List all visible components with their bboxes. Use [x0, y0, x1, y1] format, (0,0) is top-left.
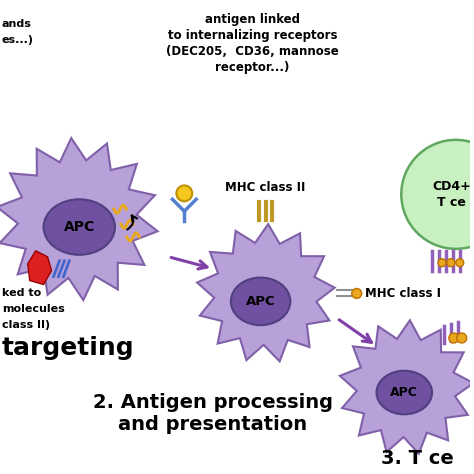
Polygon shape	[28, 251, 52, 284]
Circle shape	[447, 259, 455, 267]
Text: CD4+: CD4+	[432, 180, 471, 193]
Text: APC: APC	[64, 220, 95, 234]
Text: es...): es...)	[2, 35, 34, 45]
Text: ked to: ked to	[2, 289, 41, 299]
Text: T ce: T ce	[438, 196, 466, 209]
Text: to internalizing receptors: to internalizing receptors	[168, 29, 337, 42]
Circle shape	[456, 259, 464, 267]
Circle shape	[457, 333, 467, 343]
Text: 3. T ce: 3. T ce	[382, 449, 454, 468]
Text: receptor...): receptor...)	[216, 61, 290, 73]
Text: MHC class II: MHC class II	[225, 182, 306, 194]
Text: class II): class II)	[2, 320, 50, 330]
Text: antigen linked: antigen linked	[205, 13, 300, 26]
Circle shape	[401, 140, 474, 249]
Text: (DEC205,  CD36, mannose: (DEC205, CD36, mannose	[166, 45, 339, 58]
Ellipse shape	[231, 278, 290, 325]
Ellipse shape	[376, 371, 432, 414]
Text: APC: APC	[390, 386, 418, 399]
Text: and presentation: and presentation	[118, 415, 308, 434]
Ellipse shape	[44, 199, 115, 255]
Text: targeting: targeting	[2, 336, 135, 360]
Polygon shape	[197, 224, 335, 361]
Circle shape	[176, 185, 192, 201]
Text: APC: APC	[246, 295, 275, 308]
Polygon shape	[340, 320, 474, 454]
Text: MHC class I: MHC class I	[365, 287, 441, 300]
Text: 2. Antigen processing: 2. Antigen processing	[93, 392, 333, 411]
Polygon shape	[0, 138, 158, 300]
Text: molecules: molecules	[2, 304, 65, 314]
Circle shape	[438, 259, 446, 267]
Circle shape	[352, 289, 362, 299]
Text: ands: ands	[2, 19, 32, 29]
Circle shape	[449, 333, 459, 343]
